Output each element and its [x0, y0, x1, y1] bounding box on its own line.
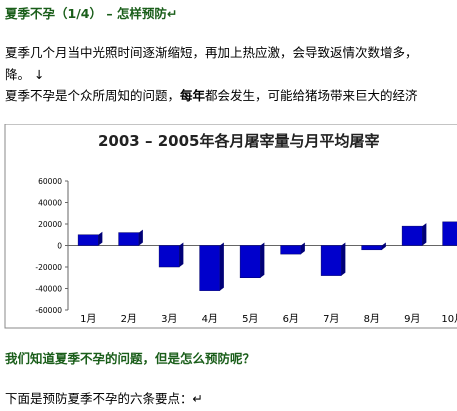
chart-frame	[4, 124, 457, 329]
bar-side	[138, 229, 143, 246]
bar	[239, 245, 261, 278]
x-tick-label: 4月	[202, 313, 218, 325]
x-tick-label: 10月	[441, 313, 457, 325]
bar	[118, 232, 140, 246]
bar-side	[300, 242, 305, 255]
y-tick-label: 60000	[38, 177, 62, 186]
heading: 我们知道夏季不孕的问题，但是怎么预防呢？	[5, 351, 256, 366]
y-tick-label: 20000	[38, 220, 62, 229]
y-tick-label: -20000	[35, 263, 62, 272]
bar	[199, 245, 221, 291]
x-tick-label: 9月	[404, 313, 420, 325]
bar-side	[381, 242, 386, 250]
paragraph: 夏季不孕是个众所周知的问题，每年都会发生，可能给猪场带来巨大的经济	[5, 85, 418, 104]
x-tick-label: 6月	[283, 313, 299, 325]
x-tick-label: 7月	[323, 313, 339, 325]
bar	[77, 234, 99, 246]
bar	[320, 245, 342, 276]
bar	[442, 221, 457, 246]
bar-side	[179, 242, 184, 267]
bold-text: 每年	[180, 88, 206, 103]
y-tick-label: -40000	[35, 285, 62, 294]
y-tick-label: 0	[57, 242, 62, 251]
bar-side	[341, 242, 346, 276]
bar	[401, 225, 423, 246]
x-tick-label: 5月	[242, 313, 258, 325]
chart: 2003 – 2005年各月屠宰量与月平均屠宰 -60000 -40000 -200…	[4, 124, 457, 329]
y-tick-label: 40000	[38, 199, 62, 208]
x-tick-label: 1月	[80, 313, 96, 325]
text: 夏季不孕是个众所周知的问题，	[5, 88, 181, 103]
y-tick-label: -60000	[35, 306, 62, 315]
bar-side	[422, 223, 427, 246]
bar	[361, 245, 383, 251]
bar-side	[98, 231, 103, 246]
x-tick-label: 2月	[121, 313, 137, 325]
x-tick-label: 3月	[161, 313, 177, 325]
paragraph-line: 降。 ↓	[5, 67, 45, 82]
text: 都会发生，可能给猪场带来巨大的经济	[205, 88, 418, 103]
title: 夏季不孕（1/4） – 怎样预防↵	[5, 6, 178, 21]
paragraph-line: 夏季几个月当中光照时间逐渐缩短，再加上热应激，会导致返情次数增多，	[5, 45, 418, 60]
x-tick-label: 8月	[364, 313, 380, 325]
paragraph: 下面是预防夏季不孕的六条要点：↵	[5, 391, 203, 406]
bar-side	[219, 242, 224, 291]
bar	[158, 245, 180, 268]
bar	[280, 245, 302, 255]
chart-title: 2003 – 2005年各月屠宰量与月平均屠宰	[98, 132, 379, 150]
bar-side	[260, 242, 265, 278]
